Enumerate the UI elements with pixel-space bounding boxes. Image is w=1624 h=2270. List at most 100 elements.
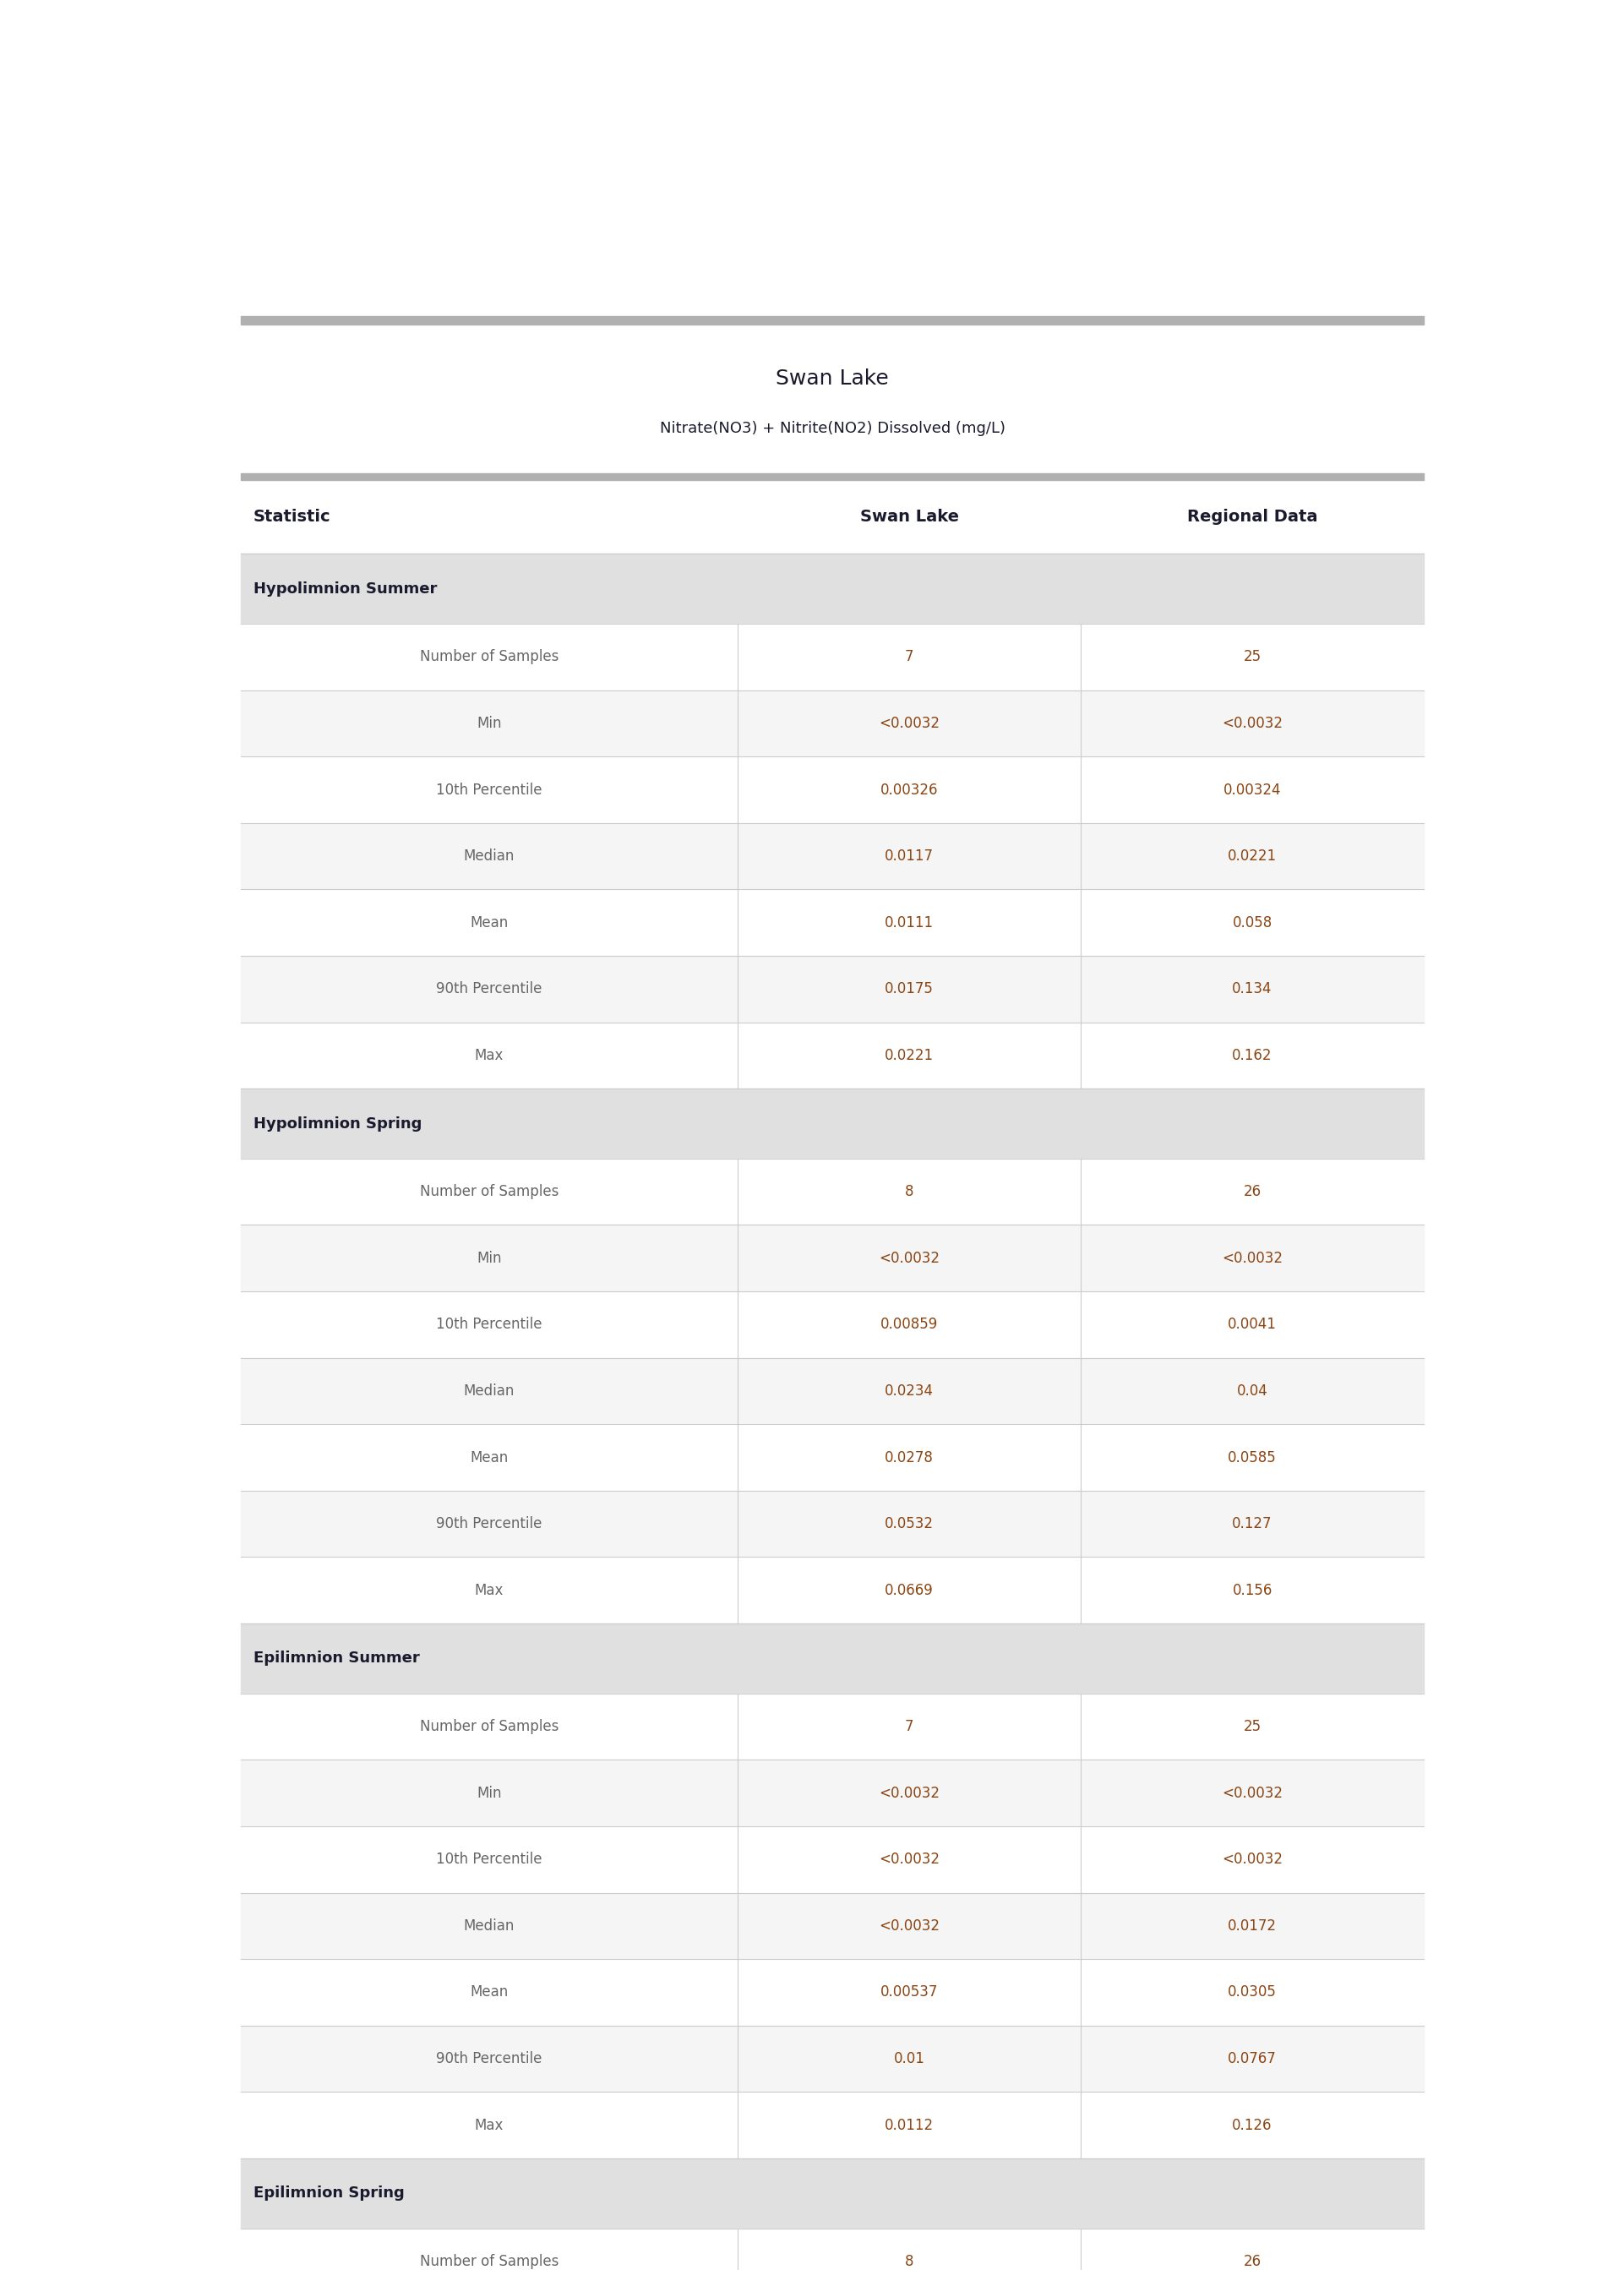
Text: <0.0032: <0.0032 bbox=[879, 1852, 940, 1868]
Bar bbox=[240, 1158, 1424, 1226]
Text: Mean: Mean bbox=[469, 915, 508, 931]
Bar bbox=[240, 481, 1424, 554]
Text: Number of Samples: Number of Samples bbox=[419, 1185, 559, 1199]
Bar bbox=[240, 1827, 1424, 1893]
Text: 0.134: 0.134 bbox=[1233, 981, 1272, 997]
Text: 25: 25 bbox=[1244, 1718, 1262, 1734]
Bar bbox=[240, 1893, 1424, 1959]
Bar bbox=[240, 1357, 1424, 1423]
Text: 0.0669: 0.0669 bbox=[885, 1582, 934, 1598]
Bar bbox=[240, 2025, 1424, 2093]
Bar bbox=[240, 890, 1424, 956]
Text: 0.0112: 0.0112 bbox=[885, 2118, 934, 2134]
Bar bbox=[240, 1623, 1424, 1693]
Bar bbox=[240, 2229, 1424, 2270]
Text: Swan Lake: Swan Lake bbox=[859, 508, 958, 524]
Bar bbox=[240, 1557, 1424, 1623]
Text: <0.0032: <0.0032 bbox=[1221, 1251, 1283, 1267]
Text: 0.0767: 0.0767 bbox=[1228, 2052, 1276, 2066]
Text: 0.0172: 0.0172 bbox=[1228, 1918, 1276, 1934]
Text: 0.127: 0.127 bbox=[1233, 1516, 1272, 1532]
Text: 0.126: 0.126 bbox=[1233, 2118, 1272, 2134]
Text: Hypolimnion Spring: Hypolimnion Spring bbox=[253, 1117, 422, 1130]
Text: 0.0278: 0.0278 bbox=[885, 1451, 934, 1464]
Text: Mean: Mean bbox=[469, 1984, 508, 2000]
Text: 0.00324: 0.00324 bbox=[1223, 783, 1281, 797]
Text: Number of Samples: Number of Samples bbox=[419, 2254, 559, 2270]
Text: Median: Median bbox=[464, 849, 515, 865]
Bar bbox=[240, 474, 1424, 481]
Text: Nitrate(NO3) + Nitrite(NO2) Dissolved (mg/L): Nitrate(NO3) + Nitrite(NO2) Dissolved (m… bbox=[659, 420, 1005, 436]
Text: <0.0032: <0.0032 bbox=[1221, 1786, 1283, 1800]
Bar bbox=[240, 554, 1424, 624]
Text: 0.0117: 0.0117 bbox=[885, 849, 934, 865]
Text: Statistic: Statistic bbox=[253, 508, 331, 524]
Text: 8: 8 bbox=[905, 2254, 914, 2270]
Text: 0.04: 0.04 bbox=[1237, 1382, 1268, 1398]
Text: 0.00859: 0.00859 bbox=[880, 1317, 939, 1332]
Bar bbox=[240, 1423, 1424, 1491]
Bar bbox=[240, 1491, 1424, 1557]
Text: Min: Min bbox=[477, 1251, 502, 1267]
Text: Median: Median bbox=[464, 1382, 515, 1398]
Text: Max: Max bbox=[474, 1582, 503, 1598]
Text: <0.0032: <0.0032 bbox=[879, 1918, 940, 1934]
Text: 0.0221: 0.0221 bbox=[885, 1049, 934, 1062]
Text: 7: 7 bbox=[905, 1718, 914, 1734]
Text: 7: 7 bbox=[905, 649, 914, 665]
Bar bbox=[240, 2093, 1424, 2159]
Text: Min: Min bbox=[477, 715, 502, 731]
Bar bbox=[240, 624, 1424, 690]
Text: Swan Lake: Swan Lake bbox=[776, 368, 888, 388]
Text: Number of Samples: Number of Samples bbox=[419, 1718, 559, 1734]
Text: Number of Samples: Number of Samples bbox=[419, 649, 559, 665]
Text: 0.058: 0.058 bbox=[1233, 915, 1272, 931]
Text: 0.0585: 0.0585 bbox=[1228, 1451, 1276, 1464]
Text: 0.0111: 0.0111 bbox=[885, 915, 934, 931]
Bar bbox=[240, 1226, 1424, 1292]
Bar bbox=[240, 824, 1424, 890]
Text: 90th Percentile: 90th Percentile bbox=[437, 1516, 542, 1532]
Bar bbox=[240, 1759, 1424, 1827]
Text: 10th Percentile: 10th Percentile bbox=[437, 1852, 542, 1868]
Text: 0.0234: 0.0234 bbox=[885, 1382, 934, 1398]
Text: 26: 26 bbox=[1244, 2254, 1262, 2270]
Bar bbox=[240, 1022, 1424, 1090]
Text: 8: 8 bbox=[905, 1185, 914, 1199]
Bar bbox=[240, 316, 1424, 325]
Bar bbox=[240, 2159, 1424, 2229]
Text: Epilimnion Spring: Epilimnion Spring bbox=[253, 2186, 404, 2202]
Text: 0.162: 0.162 bbox=[1233, 1049, 1272, 1062]
Text: 0.156: 0.156 bbox=[1233, 1582, 1272, 1598]
Text: Max: Max bbox=[474, 2118, 503, 2134]
Text: 90th Percentile: 90th Percentile bbox=[437, 2052, 542, 2066]
Text: Min: Min bbox=[477, 1786, 502, 1800]
Text: Hypolimnion Summer: Hypolimnion Summer bbox=[253, 581, 437, 597]
Text: Regional Data: Regional Data bbox=[1187, 508, 1317, 524]
Text: 0.0305: 0.0305 bbox=[1228, 1984, 1276, 2000]
Text: Median: Median bbox=[464, 1918, 515, 1934]
Bar bbox=[240, 1292, 1424, 1357]
Bar bbox=[240, 690, 1424, 756]
Text: 0.00537: 0.00537 bbox=[880, 1984, 939, 2000]
Text: Mean: Mean bbox=[469, 1451, 508, 1464]
Bar bbox=[240, 1959, 1424, 2025]
Text: 0.01: 0.01 bbox=[893, 2052, 924, 2066]
Text: 10th Percentile: 10th Percentile bbox=[437, 1317, 542, 1332]
Text: <0.0032: <0.0032 bbox=[879, 1786, 940, 1800]
Text: 0.0175: 0.0175 bbox=[885, 981, 934, 997]
Text: 10th Percentile: 10th Percentile bbox=[437, 783, 542, 797]
Text: <0.0032: <0.0032 bbox=[1221, 1852, 1283, 1868]
Text: 90th Percentile: 90th Percentile bbox=[437, 981, 542, 997]
Text: Epilimnion Summer: Epilimnion Summer bbox=[253, 1650, 419, 1666]
Text: Max: Max bbox=[474, 1049, 503, 1062]
Text: 0.0532: 0.0532 bbox=[885, 1516, 934, 1532]
Bar bbox=[240, 1090, 1424, 1158]
Text: <0.0032: <0.0032 bbox=[1221, 715, 1283, 731]
Text: 26: 26 bbox=[1244, 1185, 1262, 1199]
Text: 0.0041: 0.0041 bbox=[1228, 1317, 1276, 1332]
Bar bbox=[240, 1693, 1424, 1759]
Bar bbox=[240, 956, 1424, 1022]
Bar bbox=[240, 756, 1424, 824]
Text: 0.00326: 0.00326 bbox=[880, 783, 939, 797]
